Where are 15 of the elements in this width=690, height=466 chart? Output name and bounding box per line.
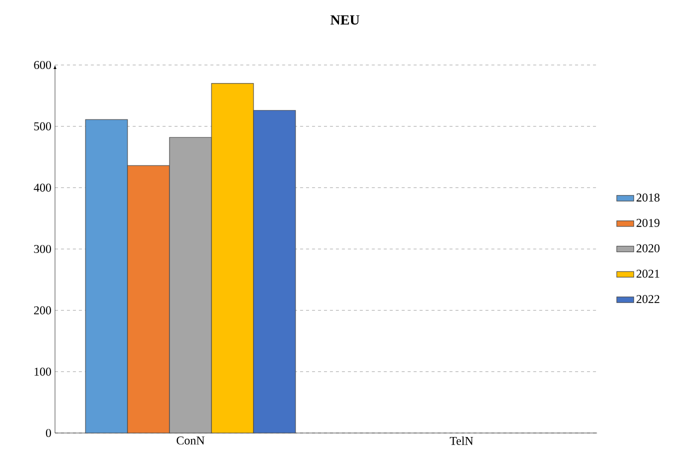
legend-label: 2018: [636, 194, 660, 202]
legend-label: 2022: [636, 295, 660, 304]
y-tick-label: 0: [46, 428, 52, 438]
x-tick-label: ConN: [176, 436, 205, 445]
y-tick-label: 100: [34, 368, 52, 376]
y-tick-label: 400: [34, 184, 52, 192]
y-tick-label: 200: [34, 306, 52, 314]
y-tick-label: 300: [34, 244, 52, 254]
y-tick-label: 500: [34, 122, 52, 130]
legend-label: 2021: [636, 270, 660, 278]
legend-label: 2020: [636, 244, 660, 252]
y-tick-label: 600: [34, 60, 52, 70]
legend-label: 2019: [636, 218, 660, 227]
chart-title: NEU: [330, 15, 360, 25]
x-tick-label: TelN: [450, 436, 474, 445]
